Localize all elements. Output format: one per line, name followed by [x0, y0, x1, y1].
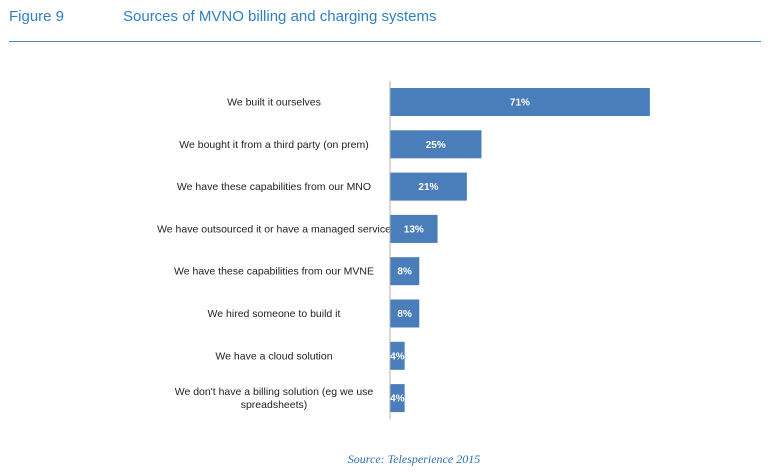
category-label-line: We bought it from a third party (on prem… — [179, 139, 368, 151]
figure-header: Figure 9 Sources of MVNO billing and cha… — [0, 0, 768, 44]
bar-value-label: 4% — [390, 351, 405, 362]
category-label-line: We have these capabilities from our MNO — [177, 181, 371, 193]
category-label-line: We have these capabilities from our MVNE — [174, 266, 374, 278]
bar — [390, 130, 482, 159]
category-label: We bought it from a third party (on prem… — [179, 139, 368, 151]
category-label-line: We built it ourselves — [227, 97, 321, 109]
bar — [390, 257, 420, 286]
bar-value-label: 8% — [397, 267, 412, 278]
category-label-line: spreadsheets) — [241, 399, 308, 411]
category-label: We hired someone to build it — [208, 308, 341, 320]
category-label: We have outsourced it or have a managed … — [157, 223, 391, 235]
category-label: We have a cloud solution — [215, 350, 332, 362]
bars: 71% We built it ourselves 25% We bought it … — [157, 88, 650, 413]
bar-value-label: 71% — [510, 98, 530, 109]
bar — [390, 88, 650, 116]
header-divider — [9, 41, 761, 42]
category-label-line: We hired someone to build it — [208, 308, 341, 320]
category-label: We have these capabilities from our MNO — [177, 181, 371, 193]
bar-value-label: 25% — [426, 140, 446, 151]
bar — [390, 384, 405, 413]
category-label-line: We have a cloud solution — [215, 350, 332, 362]
category-label: We have these capabilities from our MVNE — [174, 266, 374, 278]
category-label-line: We have outsourced it or have a managed … — [157, 223, 391, 235]
figure-label: Figure 9 — [9, 8, 65, 25]
bar-value-label: 13% — [404, 224, 424, 235]
bar — [390, 341, 405, 370]
bar-value-label: 4% — [390, 394, 405, 405]
category-label: We don't have a billing solution (eg we … — [175, 386, 374, 411]
bar-value-label: 21% — [418, 182, 438, 193]
category-label-line: We don't have a billing solution (eg we … — [175, 386, 374, 398]
bar — [390, 299, 420, 328]
bar — [390, 214, 438, 243]
bar-chart: 71% We built it ourselves 25% We bought it … — [157, 80, 650, 420]
bar-value-label: 8% — [397, 309, 412, 320]
figure-title: Sources of MVNO billing and charging sys… — [123, 8, 437, 25]
category-label: We built it ourselves — [227, 97, 321, 109]
source-note: Source: Telesperience 2015 — [347, 452, 481, 466]
bar — [390, 172, 467, 201]
